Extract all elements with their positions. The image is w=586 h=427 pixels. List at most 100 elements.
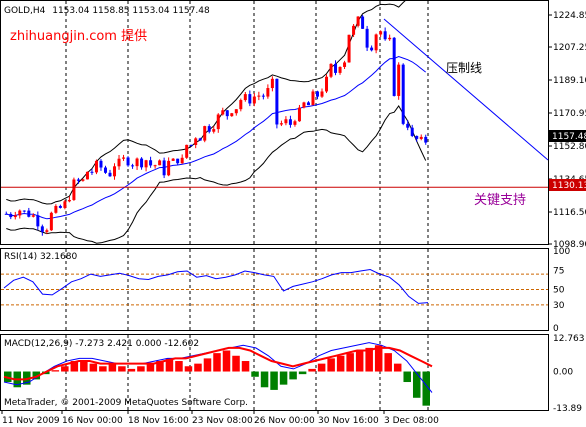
bull-candle	[81, 179, 85, 181]
macd-bar-positive	[222, 350, 231, 372]
bull-candle	[320, 91, 324, 97]
bear-candle	[140, 158, 144, 168]
macd-bar-negative	[279, 371, 288, 385]
time-tick-label: 11 Nov 2009	[2, 416, 60, 426]
bull-candle	[302, 102, 306, 108]
bear-candle	[370, 47, 374, 51]
price-tick-label: 1170.95	[553, 109, 586, 119]
bear-candle	[131, 165, 135, 167]
macd-bar-positive	[355, 350, 364, 372]
bear-candle	[99, 160, 103, 168]
bull-candle	[252, 96, 256, 104]
bull-candle	[230, 113, 234, 117]
time-axis: 11 Nov 2009 16 Nov 00:00 18 Nov 16:00 23 No…	[1, 411, 439, 426]
macd-bar-negative	[298, 371, 307, 375]
macd-bar-positive	[127, 368, 136, 372]
bull-candle	[243, 94, 247, 101]
bull-candle	[18, 210, 22, 216]
bull-candle	[72, 179, 76, 200]
macd-bar-negative	[412, 371, 421, 398]
macd-bar-negative	[32, 371, 41, 380]
lower-band	[6, 104, 427, 244]
bull-candle	[67, 199, 71, 202]
bull-candle	[374, 34, 378, 51]
macd-bar-positive	[175, 361, 183, 372]
macd-bar-positive	[327, 358, 335, 372]
bull-candle	[13, 215, 17, 218]
bear-candle	[406, 123, 410, 128]
bull-candle	[45, 230, 49, 232]
bull-candle	[54, 205, 58, 213]
bull-candle	[311, 91, 315, 106]
bear-candle	[334, 63, 338, 73]
price-grid	[65, 1, 429, 244]
bull-candle	[234, 109, 238, 114]
macd-tick-label: 0.00	[553, 368, 573, 378]
bear-candle	[22, 210, 26, 212]
macd-axis: 12.763 0.00 -13.89	[553, 334, 585, 414]
bear-candle	[9, 213, 13, 218]
bull-candle	[352, 25, 356, 35]
bull-candle	[167, 160, 171, 176]
macd-bar-positive	[108, 363, 117, 372]
bear-candle	[189, 144, 193, 146]
macd-bar-positive	[336, 355, 345, 372]
price-tick-label: 1116.50	[553, 208, 586, 218]
bull-candle	[158, 160, 162, 166]
time-tick-label: 3 Dec 08:00	[384, 416, 439, 426]
support-price: 1130.13	[552, 181, 586, 191]
watermark: zhihuangjin.com 提供	[10, 28, 147, 44]
time-tick-label: 26 Nov 00:00	[254, 416, 315, 426]
bear-candle	[36, 215, 40, 227]
bear-candle	[415, 135, 419, 139]
bear-candle	[126, 157, 130, 166]
bull-candle	[144, 160, 148, 168]
bull-candle	[135, 158, 139, 167]
macd-bar-positive	[374, 345, 383, 372]
bear-candle	[401, 64, 405, 124]
macd-bar-positive	[118, 366, 126, 372]
macd-bar-positive	[99, 366, 107, 372]
macd-bar-negative	[251, 371, 259, 377]
resistance-trendline	[383, 18, 549, 161]
macd-bar-positive	[213, 353, 221, 372]
bull-candle	[419, 136, 423, 139]
bull-candle	[356, 16, 360, 26]
rsi-axis: 100 75 50 30 0	[553, 247, 570, 334]
bull-candle	[117, 158, 121, 167]
bull-candle	[397, 64, 401, 96]
bear-candle	[261, 95, 265, 97]
macd-bar-positive	[384, 353, 392, 372]
rsi-line	[3, 268, 429, 304]
bear-candle	[40, 226, 44, 232]
bull-candle	[94, 160, 98, 173]
macd-header: MACD(12,26,9) -7.273 2.421 0.000 -12.602	[4, 339, 199, 349]
macd-bar-positive	[165, 358, 174, 372]
macd-tick-label: -13.89	[553, 404, 582, 414]
candles	[4, 14, 428, 236]
rsi-tick-label: 75	[553, 266, 564, 276]
bear-candle	[275, 78, 279, 125]
macd-bar-positive	[156, 361, 164, 372]
support-annotation: 关键支持	[474, 193, 526, 208]
macd-bar-positive	[194, 363, 202, 372]
bull-candle	[171, 158, 175, 161]
bear-candle	[58, 205, 62, 208]
bull-candle	[185, 144, 189, 158]
bear-candle	[306, 102, 310, 106]
rsi-tick-label: 0	[553, 324, 559, 334]
time-tick-label: 16 Nov 00:00	[62, 416, 123, 426]
bear-candle	[315, 91, 319, 97]
macd-bar-positive	[365, 347, 373, 372]
price-tick-label: 1207.25	[553, 43, 586, 53]
bull-candle	[257, 95, 261, 97]
bull-candle	[347, 34, 351, 63]
upper-band	[6, 0, 407, 205]
bear-candle	[176, 158, 180, 164]
macd-bar-positive	[51, 370, 60, 372]
bull-candle	[343, 62, 347, 67]
price-tick-label: 1224.85	[553, 11, 586, 21]
macd-bar-positive	[232, 355, 240, 372]
bull-candle	[212, 129, 216, 132]
